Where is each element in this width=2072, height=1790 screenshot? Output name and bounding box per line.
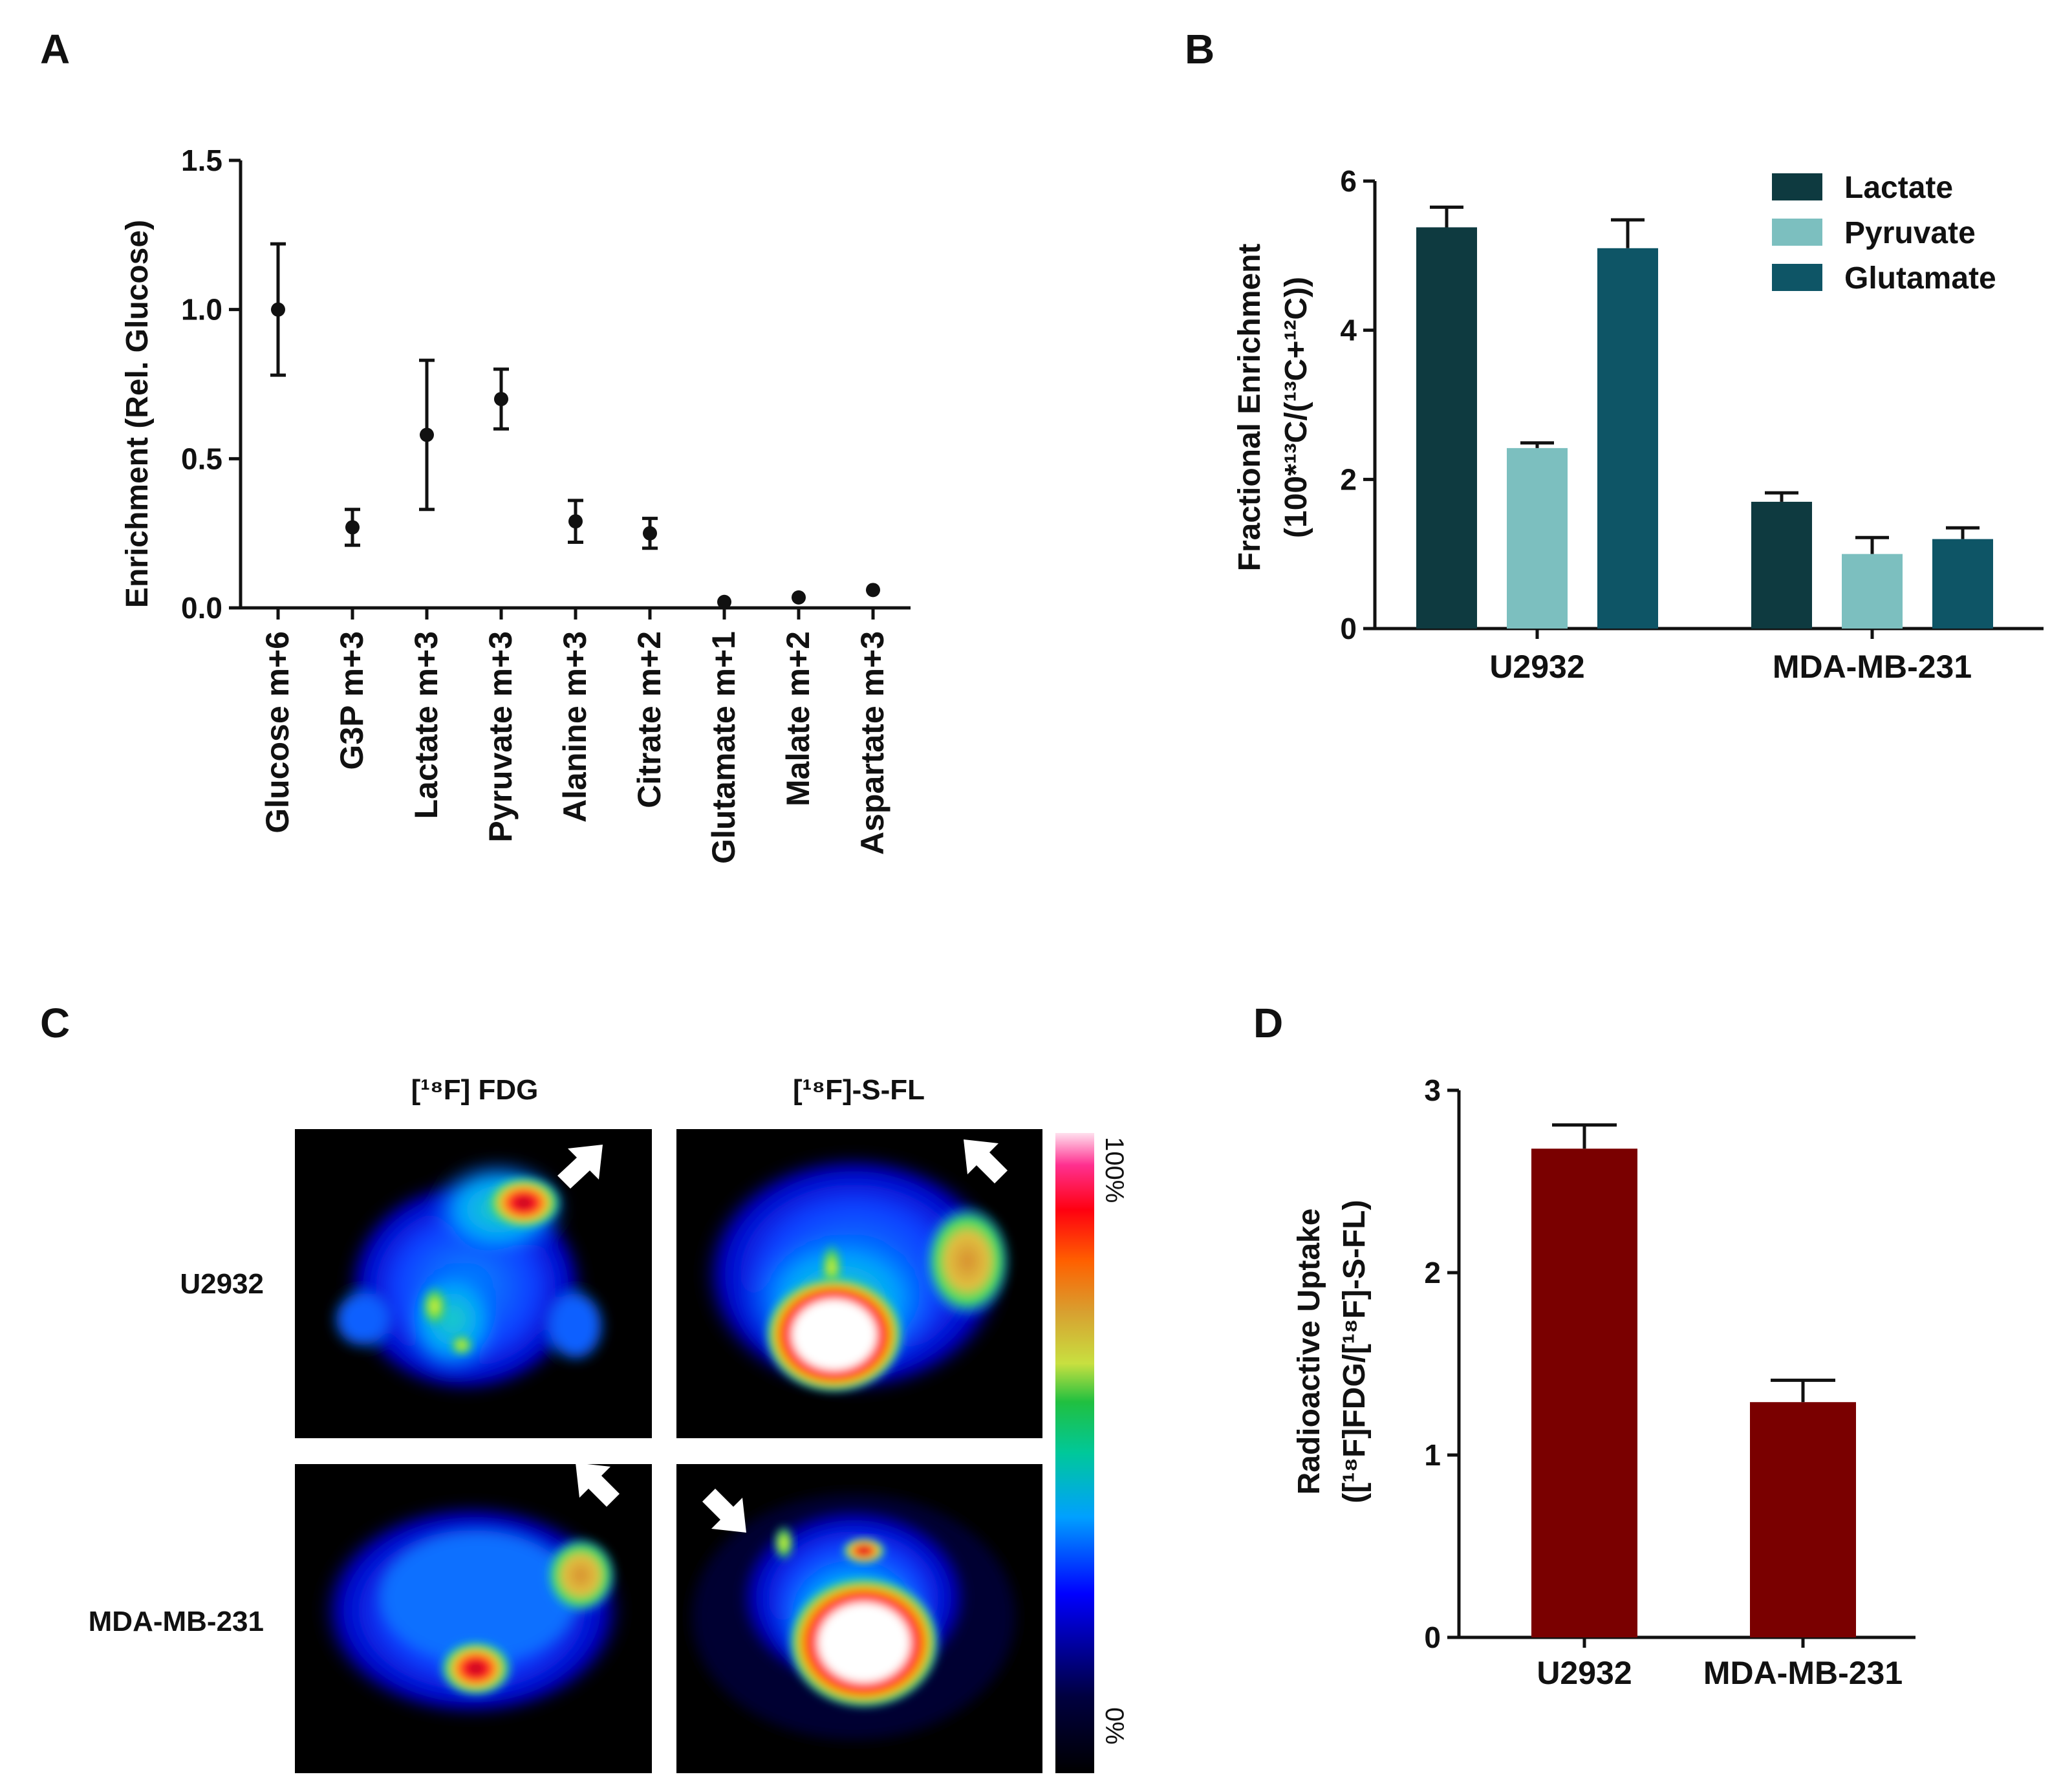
panel-a-y-axis-label: Enrichment (Rel. Glucose) — [120, 220, 155, 608]
panel-b-legend-label: Lactate — [1844, 171, 1953, 205]
panel-b-category-label: MDA-MB-231 — [1773, 649, 1972, 685]
panel-b-legend-label: Glutamate — [1844, 261, 1996, 296]
panel-a-category-label: G3P m+3 — [334, 631, 370, 770]
panel-b-legend-swatch — [1772, 173, 1822, 200]
panel-a-data-point — [866, 583, 880, 598]
panel-a-category-label: Malate m+2 — [780, 631, 816, 806]
row-label-u2932: U2932 — [180, 1268, 264, 1300]
pet-image-u2932-sfl — [676, 1129, 1042, 1438]
panel-letter-d: D — [1253, 1000, 1283, 1046]
panel-b-bar — [1932, 539, 1993, 629]
panel-a-category-label: Alanine m+3 — [557, 631, 593, 823]
panel-b-bar — [1842, 554, 1903, 629]
panel-d-chart: Radioactive Uptake ([¹⁸F]FDG/[¹⁸F]-S-FL)… — [1292, 1073, 1916, 1691]
row-label-mda-mb-231: MDA-MB-231 — [89, 1606, 264, 1637]
panel-b-y-tick-label: 4 — [1340, 314, 1357, 347]
panel-b-bar — [1416, 227, 1477, 629]
pet-image-mda-fdg — [295, 1463, 652, 1773]
panel-d-bar — [1750, 1402, 1856, 1637]
panel-b-y-tick-label: 6 — [1340, 164, 1357, 198]
panel-a-y-tick-label: 1.5 — [181, 144, 222, 177]
panel-a-category-label: Pyruvate m+3 — [482, 631, 519, 843]
panel-b-bar — [1597, 248, 1658, 629]
panel-b-category-label: U2932 — [1489, 649, 1584, 685]
panel-a-data-point — [271, 302, 285, 317]
panel-b-chart: Fractional Enrichment (100*¹³C/(¹³C+¹²C)… — [1233, 164, 2044, 685]
panel-a-data-point — [420, 427, 434, 442]
panel-a-category-label: Lactate m+3 — [408, 631, 444, 819]
panel-a-data-point — [643, 526, 657, 541]
panel-d-y-tick-label: 3 — [1424, 1073, 1441, 1107]
panel-c-pet-images: [¹⁸F] FDG [¹⁸F]-S-FL U2932 MDA-MB-231 — [89, 1074, 1128, 1773]
pet-image-mda-sfl — [676, 1464, 1042, 1773]
scale-max-label: 100% — [1100, 1137, 1128, 1203]
panel-d-category-label: U2932 — [1537, 1655, 1632, 1691]
panel-d-y-tick-label: 0 — [1424, 1621, 1441, 1654]
panel-b-bar — [1507, 448, 1568, 629]
panel-b-y-axis-label-line2: (100*¹³C/(¹³C+¹²C)) — [1279, 277, 1313, 538]
scale-min-label: 0% — [1100, 1707, 1128, 1745]
panel-b-legend-label: Pyruvate — [1844, 216, 1976, 250]
panel-a-y-tick-label: 1.0 — [181, 293, 222, 327]
panel-a-chart: Enrichment (Rel. Glucose) 0.0 0.5 1.0 1.5 G… — [120, 144, 911, 864]
panel-b-legend-swatch — [1772, 264, 1822, 291]
panel-a-category-label: Aspartate m+3 — [854, 631, 890, 855]
panel-a-data-point — [345, 520, 360, 535]
panel-d-category-label: MDA-MB-231 — [1703, 1655, 1903, 1691]
panel-a-data-point — [494, 392, 508, 407]
panel-a-data-point — [568, 514, 583, 529]
panel-a-y-tick-label: 0.0 — [181, 591, 222, 625]
panel-b-legend-swatch — [1772, 219, 1822, 246]
panel-b-bar — [1751, 501, 1812, 629]
column-header-sfl: [¹⁸F]-S-FL — [793, 1074, 925, 1106]
panel-d-y-axis-label-line1: Radioactive Uptake — [1292, 1209, 1326, 1495]
panel-d-bar — [1531, 1148, 1637, 1637]
panel-d-y-axis-label-line2: ([¹⁸F]FDG/[¹⁸F]-S-FL) — [1337, 1200, 1372, 1503]
panel-a-category-label: Glucose m+6 — [259, 631, 296, 834]
panel-a-y-tick-label: 0.5 — [181, 442, 222, 475]
panel-letter-b: B — [1185, 26, 1214, 72]
panel-d-y-tick-label: 1 — [1424, 1438, 1441, 1472]
column-header-fdg: [¹⁸F] FDG — [411, 1074, 539, 1106]
panel-b-y-tick-label: 0 — [1340, 612, 1357, 645]
panel-b-y-axis-label-line1: Fractional Enrichment — [1233, 244, 1267, 572]
panel-letter-a: A — [40, 26, 70, 72]
panel-b-legend: Lactate Pyruvate Glutamate — [1772, 171, 1996, 296]
panel-a-category-label: Citrate m+2 — [631, 631, 667, 808]
color-scale-bar — [1055, 1133, 1094, 1773]
panel-a-category-label: Glutamate m+1 — [706, 631, 742, 864]
panel-a-data-point — [717, 594, 731, 609]
pet-image-u2932-fdg — [295, 1129, 652, 1438]
panel-a-data-point — [792, 590, 806, 605]
panel-b-y-tick-label: 2 — [1340, 462, 1357, 496]
panel-d-y-tick-label: 2 — [1424, 1256, 1441, 1289]
panel-letter-c: C — [40, 1000, 70, 1046]
